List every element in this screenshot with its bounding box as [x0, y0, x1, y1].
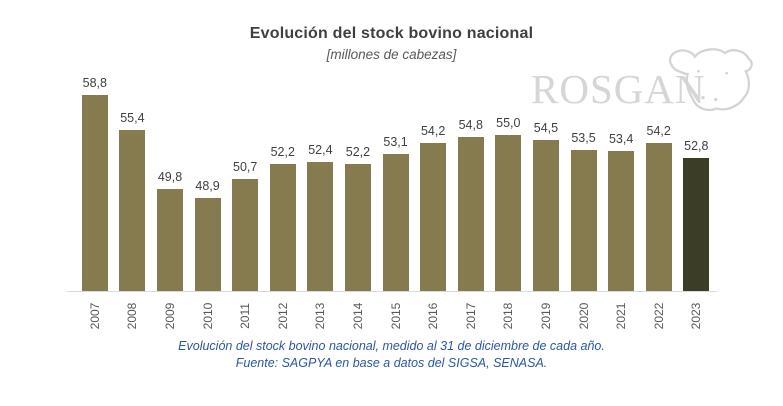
x-axis-tick-label: 2015 — [388, 302, 403, 330]
bar-value-label: 54,8 — [458, 118, 483, 132]
bar-column: 52,2 — [264, 145, 302, 291]
bar — [119, 130, 146, 291]
bar-column: 48,9 — [189, 179, 227, 291]
bar — [495, 135, 522, 291]
bar-series: 58,8 55,4 49,8 48,9 50,7 52,2 52,4 52,2 53,1 54,2… — [76, 74, 715, 291]
bar — [307, 162, 334, 291]
bar-column: 54,8 — [452, 118, 490, 291]
bar-value-label: 54,2 — [420, 124, 446, 138]
bar-value-label: 52,2 — [345, 145, 371, 159]
bar — [81, 95, 108, 291]
bar-value-label: 55,4 — [120, 111, 145, 125]
bar-value-label: 55,0 — [496, 116, 521, 130]
bar — [344, 164, 371, 291]
chart-title: Evolución del stock bovino nacional — [249, 25, 534, 42]
x-axis-line — [67, 291, 717, 292]
bar-value-label: 48,9 — [195, 179, 220, 193]
x-axis-tick-label: 2023 — [689, 302, 704, 330]
bar-value-label: 52,2 — [270, 145, 295, 159]
x-axis-tick-label: 2021 — [614, 302, 629, 330]
bar-column: 54,2 — [640, 124, 678, 291]
x-axis-tick-label: 2012 — [275, 302, 290, 330]
x-axis-tick-label: 2008 — [125, 302, 140, 330]
rosgan-logo-text: ROSGAN — [531, 66, 706, 112]
bar-value-label: 54,5 — [533, 121, 559, 135]
bar-column: 55,4 — [114, 111, 152, 291]
bar-column: 52,4 — [302, 143, 340, 291]
x-axis-tick-label: 2013 — [313, 302, 328, 330]
x-axis-tick-label: 2009 — [162, 302, 177, 330]
chart-footer: Evolución del stock bovino nacional, med… — [0, 338, 783, 372]
x-axis-tick-label: 2017 — [463, 302, 478, 330]
x-axis-tick-label: 2020 — [576, 302, 591, 330]
bar-value-label: 53,5 — [571, 131, 596, 145]
bar-column: 58,8 — [76, 76, 114, 291]
cow-head-icon — [669, 48, 753, 112]
bar-value-label: 53,4 — [608, 132, 634, 146]
bar-value-label: 53,1 — [383, 135, 408, 149]
bar-value-label: 50,7 — [233, 160, 258, 174]
x-axis-tick-label: 2019 — [538, 302, 553, 330]
bar — [156, 189, 183, 291]
bar — [683, 158, 710, 291]
bar-column: 53,1 — [377, 135, 415, 291]
chart-source: Fuente: SAGPYA en base a datos del SIGSA… — [235, 356, 548, 370]
bar-column: 50,7 — [226, 160, 264, 291]
bar-value-label: 54,2 — [646, 124, 671, 138]
chart-caption: Evolución del stock bovino nacional, med… — [178, 339, 605, 353]
x-axis-tick-label: 2016 — [426, 302, 441, 330]
x-axis-tick-label: 2007 — [87, 302, 102, 330]
bar-column: 54,2 — [414, 124, 452, 291]
bar-column: 53,4 — [602, 132, 640, 291]
bar-column: 53,5 — [565, 131, 603, 291]
x-axis-tick-labels: 2007 2008 2009 2010 2011 2012 2013 2014 2015 2016… — [76, 295, 715, 337]
bar-value-label: 49,8 — [157, 170, 183, 184]
bar-value-label: 58,8 — [82, 76, 107, 90]
bar — [269, 164, 296, 291]
bar-column: 55,0 — [490, 116, 528, 291]
bar — [608, 151, 635, 291]
bar — [382, 154, 409, 291]
bar — [420, 143, 447, 291]
x-axis-tick-label: 2022 — [651, 302, 666, 330]
x-axis-tick-label: 2018 — [501, 302, 516, 330]
bar-column: 52,2 — [339, 145, 377, 291]
bar — [532, 140, 559, 291]
bar-column: 52,8 — [678, 139, 716, 291]
bar-value-label: 52,4 — [308, 143, 333, 157]
bar-column: 54,5 — [527, 121, 565, 291]
bar — [645, 143, 672, 291]
x-axis-tick-label: 2014 — [350, 302, 365, 330]
bar — [457, 137, 484, 291]
rosgan-logo: ROSGAN — [531, 44, 763, 114]
x-axis-tick-label: 2011 — [238, 303, 253, 329]
bar — [194, 198, 221, 291]
x-axis-tick-label: 2010 — [200, 302, 215, 330]
bar — [232, 179, 259, 291]
bar-value-label: 52,8 — [684, 139, 709, 153]
bar — [570, 150, 597, 291]
bar-column: 49,8 — [151, 170, 189, 291]
chart-subtitle: [millones de cabezas] — [326, 47, 457, 62]
